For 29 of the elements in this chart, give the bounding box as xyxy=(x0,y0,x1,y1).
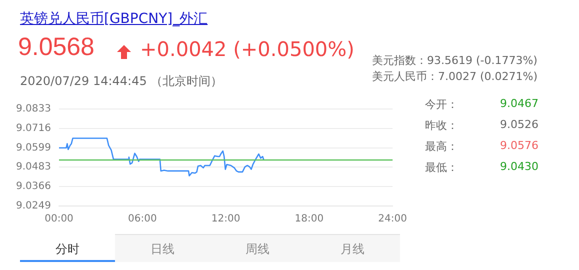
text: 分时 xyxy=(54,241,80,258)
text: 9.0467 xyxy=(500,97,538,110)
text: 9.0526 xyxy=(500,118,538,131)
chart-subtitle: 9.0568 xyxy=(18,33,94,62)
y-tick-label: 9.0599 xyxy=(16,142,51,154)
text: 9.0576 xyxy=(500,139,538,152)
text: 日线 xyxy=(150,241,176,258)
text: 美元人民币：7.0027 (0.0271%) xyxy=(372,69,538,84)
text: 9.0430 xyxy=(500,160,538,173)
text: 2020/07/29 14:44:45 （北京时间） xyxy=(20,73,223,90)
x-tick-label: 18:00 xyxy=(294,214,324,225)
text: 今开： xyxy=(425,97,458,112)
y-tick-label: 9.0249 xyxy=(16,200,51,212)
text: 美元指数：93.5619 (-0.1773%) xyxy=(372,53,538,68)
text: +0.0042 (+0.0500%) xyxy=(140,37,354,61)
text: 最低： xyxy=(425,160,458,175)
x-tick-label: 12:00 xyxy=(211,214,240,225)
chart-title: 英镑兑人民币[GBPCNY]_外汇 xyxy=(20,10,208,28)
x-tick-label: 00:00 xyxy=(44,214,74,225)
x-tick-label: 24:00 xyxy=(378,214,408,225)
text: 周线 xyxy=(244,241,270,258)
y-tick-label: 9.0716 xyxy=(16,123,51,134)
text: 月线 xyxy=(340,241,366,258)
y-tick-label: 9.0833 xyxy=(16,104,51,115)
y-tick-label: 9.0483 xyxy=(16,162,51,173)
text: 最高： xyxy=(425,139,458,154)
y-tick-label: 9.0366 xyxy=(16,181,51,192)
x-tick-label: 06:00 xyxy=(128,214,157,225)
text: 昨收： xyxy=(425,118,458,133)
